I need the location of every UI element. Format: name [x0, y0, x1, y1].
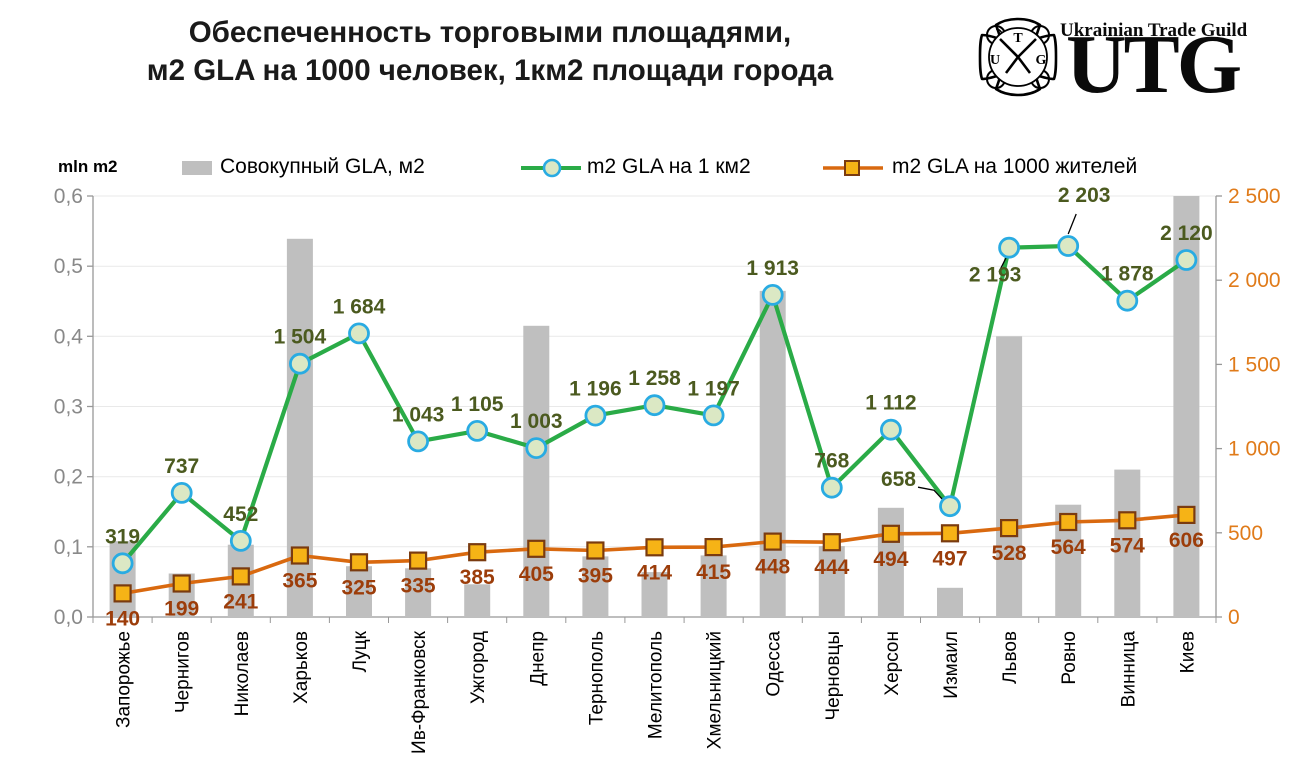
- svg-text:1 684: 1 684: [333, 295, 386, 318]
- svg-text:1 258: 1 258: [628, 367, 681, 390]
- svg-text:Мелитополь: Мелитополь: [646, 631, 667, 739]
- svg-text:2 120: 2 120: [1160, 222, 1213, 245]
- svg-text:737: 737: [164, 455, 199, 478]
- svg-text:0,0: 0,0: [54, 606, 83, 629]
- svg-text:Измаил: Измаил: [941, 631, 962, 699]
- svg-text:1 197: 1 197: [687, 377, 740, 400]
- svg-text:1 043: 1 043: [392, 403, 445, 426]
- svg-text:1 105: 1 105: [451, 393, 504, 416]
- svg-text:658: 658: [881, 468, 916, 491]
- svg-text:T: T: [1013, 31, 1023, 46]
- svg-text:414: 414: [637, 561, 672, 584]
- svg-text:Херсон: Херсон: [882, 631, 903, 696]
- svg-text:564: 564: [1051, 536, 1086, 559]
- svg-text:385: 385: [460, 566, 495, 589]
- svg-text:Киев: Киев: [1177, 631, 1198, 673]
- svg-text:Тернополь: Тернополь: [586, 631, 607, 725]
- svg-text:319: 319: [105, 525, 140, 548]
- svg-text:Черновцы: Черновцы: [823, 631, 844, 721]
- svg-text:m2 GLA на 1 км2: m2 GLA на 1 км2: [587, 155, 751, 178]
- svg-text:1 913: 1 913: [746, 257, 799, 280]
- svg-text:405: 405: [519, 563, 554, 586]
- svg-text:1 500: 1 500: [1228, 353, 1281, 376]
- svg-text:0,3: 0,3: [54, 396, 83, 419]
- svg-text:Хмельницкий: Хмельницкий: [705, 631, 726, 749]
- svg-text:528: 528: [992, 542, 1027, 565]
- svg-text:Львов: Львов: [1000, 631, 1021, 684]
- svg-text:Ив-Франковск: Ив-Франковск: [409, 630, 430, 754]
- svg-text:140: 140: [105, 607, 140, 630]
- svg-text:444: 444: [814, 556, 849, 579]
- svg-text:U: U: [990, 53, 1000, 68]
- svg-text:Запорожье: Запорожье: [114, 631, 135, 728]
- svg-text:Ужгород: Ужгород: [468, 631, 489, 704]
- svg-text:395: 395: [578, 565, 613, 588]
- svg-text:500: 500: [1228, 522, 1263, 545]
- svg-text:Винница: Винница: [1118, 631, 1139, 708]
- svg-text:574: 574: [1110, 534, 1145, 557]
- svg-text:Луцк: Луцк: [350, 630, 371, 672]
- svg-text:m2 GLA на 1000 жителей: m2 GLA на 1000 жителей: [892, 155, 1137, 178]
- svg-text:0,1: 0,1: [54, 536, 83, 559]
- svg-text:Днепр: Днепр: [527, 631, 548, 686]
- svg-text:606: 606: [1169, 529, 1204, 552]
- svg-text:1 504: 1 504: [274, 326, 327, 349]
- svg-text:452: 452: [223, 503, 258, 526]
- svg-text:1 112: 1 112: [865, 392, 916, 415]
- svg-text:1 000: 1 000: [1228, 438, 1281, 461]
- svg-text:365: 365: [282, 570, 317, 593]
- svg-text:1 878: 1 878: [1101, 263, 1154, 286]
- svg-text:199: 199: [164, 598, 199, 621]
- svg-text:0,2: 0,2: [54, 466, 83, 489]
- svg-text:0: 0: [1228, 606, 1240, 629]
- svg-text:Харьков: Харьков: [291, 631, 312, 704]
- svg-text:241: 241: [223, 590, 258, 613]
- svg-text:1 003: 1 003: [510, 410, 563, 433]
- svg-text:Чернигов: Чернигов: [173, 631, 194, 713]
- svg-text:Одесса: Одесса: [764, 631, 785, 697]
- svg-text:325: 325: [341, 576, 376, 599]
- svg-text:2 000: 2 000: [1228, 269, 1281, 292]
- svg-text:2 193: 2 193: [969, 264, 1022, 287]
- svg-text:Николаев: Николаев: [232, 631, 253, 716]
- svg-text:Совокупный GLA, м2: Совокупный GLA, м2: [220, 155, 425, 178]
- svg-text:0,4: 0,4: [54, 325, 84, 348]
- svg-text:0,5: 0,5: [54, 255, 83, 278]
- svg-text:497: 497: [932, 547, 967, 570]
- svg-text:768: 768: [814, 450, 849, 473]
- svg-text:494: 494: [873, 548, 908, 571]
- svg-text:1 196: 1 196: [569, 378, 622, 401]
- svg-text:415: 415: [696, 561, 731, 584]
- svg-text:335: 335: [401, 575, 436, 598]
- svg-text:G: G: [1036, 53, 1047, 68]
- svg-text:Ровно: Ровно: [1059, 631, 1080, 685]
- svg-text:mln m2: mln m2: [58, 157, 118, 176]
- svg-text:448: 448: [755, 556, 790, 579]
